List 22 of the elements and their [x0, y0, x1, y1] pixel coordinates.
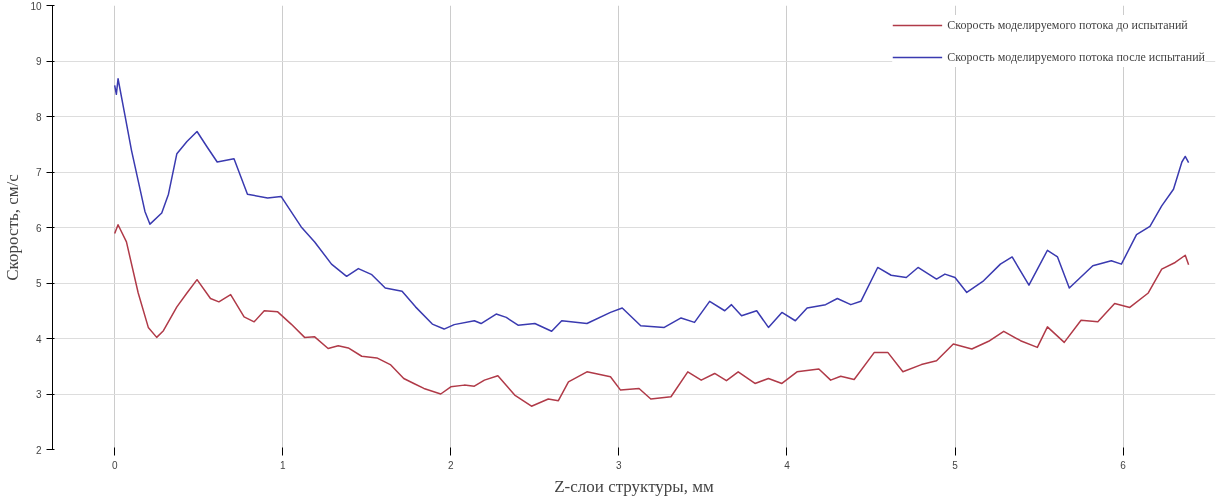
x-tick-label: 6: [1120, 459, 1127, 471]
x-axis-title: Z-слои структуры, мм: [554, 476, 715, 496]
y-tick-label: 5: [35, 278, 42, 289]
y-tick-label: 8: [35, 111, 42, 123]
x-tick-label: 5: [952, 459, 959, 471]
x-tick-label: 4: [784, 459, 791, 471]
y-tick-label: 9: [35, 56, 42, 67]
x-tick-label: 1: [279, 459, 286, 471]
line-series: [113, 223, 1190, 407]
x-tick-label: 2: [448, 459, 455, 471]
legend-label: Скорость моделируемого потока после испытаний: [947, 49, 1205, 65]
y-tick-label: 4: [35, 333, 42, 345]
y-tick-label: 7: [35, 167, 42, 178]
y-tick-label: 6: [35, 222, 42, 234]
y-tick-label: 10: [30, 0, 42, 12]
y-tick-label: 3: [35, 389, 42, 400]
x-tick-label: 3: [616, 459, 623, 471]
line-series: [113, 78, 1190, 333]
y-tick-label: 2: [35, 444, 42, 456]
x-tick-label: 0: [111, 459, 118, 471]
y-axis-title: Скорость, см/с: [3, 173, 23, 281]
legend-label: Скорость моделируемого потока до испытаний: [947, 17, 1188, 33]
